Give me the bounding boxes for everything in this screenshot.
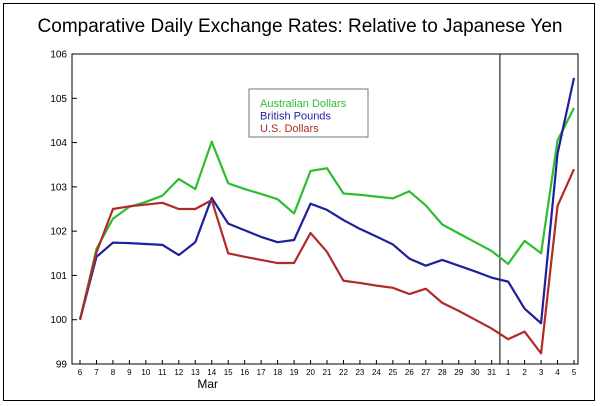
x-tick-label: 28: [438, 368, 447, 377]
y-tick-label: 102: [50, 227, 67, 238]
x-tick-label: 19: [290, 368, 299, 377]
y-tick-label: 103: [50, 182, 67, 193]
y-tick-label: 99: [56, 360, 68, 371]
y-tick-label: 101: [50, 271, 67, 282]
legend-box: [248, 88, 369, 138]
series-line: [78, 77, 576, 325]
x-tick-label: 16: [240, 368, 249, 377]
x-tick-label: 25: [388, 368, 397, 377]
x-tick-label: 7: [94, 368, 99, 377]
x-tick-label: 29: [454, 368, 463, 377]
series-line: [78, 168, 576, 355]
x-tick-label: 2: [522, 368, 527, 377]
x-tick-label: 15: [224, 368, 233, 377]
x-tick-label: 18: [273, 368, 282, 377]
x-axis-label: Mar: [197, 377, 218, 391]
x-tick-label: 11: [158, 368, 167, 377]
y-tick-label: 100: [50, 315, 67, 326]
x-tick-label: 10: [141, 368, 150, 377]
x-tick-label: 3: [539, 368, 544, 377]
x-tick-label: 9: [127, 368, 132, 377]
x-tick-label: 4: [555, 368, 560, 377]
x-tick-label: 14: [207, 368, 216, 377]
x-tick-label: 12: [174, 368, 183, 377]
x-tick-label: 1: [506, 368, 511, 377]
x-tick-label: 24: [372, 368, 381, 377]
x-tick-label: 5: [572, 368, 577, 377]
x-tick-label: 6: [78, 368, 83, 377]
y-tick-label: 106: [50, 50, 67, 61]
x-tick-label: 17: [257, 368, 266, 377]
x-tick-label: 8: [111, 368, 116, 377]
x-tick-label: 23: [355, 368, 364, 377]
legend-entry: Australian Dollars: [260, 98, 347, 110]
x-tick-label: 22: [339, 368, 348, 377]
x-tick-label: 26: [405, 368, 414, 377]
series-lines: [78, 77, 576, 355]
y-tick-label: 105: [50, 94, 67, 105]
x-tick-label: 31: [487, 368, 496, 377]
series-line: [78, 107, 575, 320]
x-tick-label: 20: [306, 368, 315, 377]
x-axis: 6 7 8 9 10 11 12 13 14 15 16 17 18 19 20 21 22 23 24 25 26 27…: [78, 360, 577, 391]
x-tick-label: 13: [191, 368, 200, 377]
x-tick-label: 27: [421, 368, 430, 377]
y-axis: 99 100 101 102 103 104 105 106: [50, 50, 77, 371]
chart-title: Comparative Daily Exchange Rates: Relati…: [37, 16, 563, 37]
legend-entry: British Pounds: [260, 111, 331, 123]
plot-border: [71, 53, 579, 365]
legend-entry: U.S. Dollars: [260, 123, 319, 135]
x-tick-label: 30: [471, 368, 480, 377]
plot-area: [71, 53, 579, 365]
y-tick-label: 104: [50, 138, 67, 149]
x-tick-label: 21: [323, 368, 332, 377]
